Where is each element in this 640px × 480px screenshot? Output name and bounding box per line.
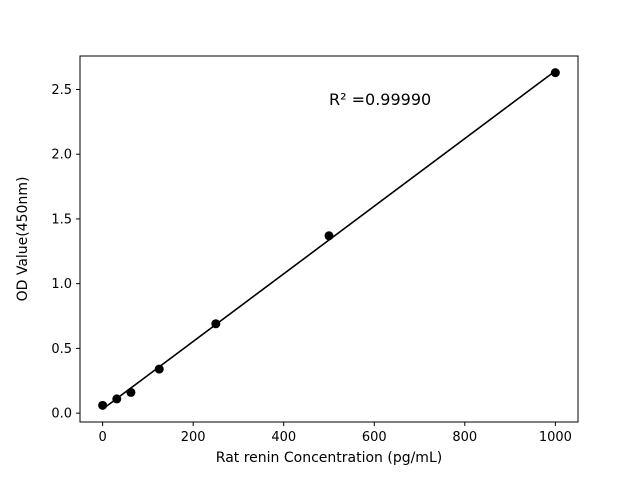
y-tick-label: 2.5 (51, 83, 72, 98)
data-point (98, 400, 108, 410)
x-tick-label: 600 (362, 430, 387, 445)
y-tick-label: 0.5 (51, 342, 72, 357)
r-squared-annotation: R² =0.99990 (329, 90, 431, 109)
y-tick-label: 2.0 (51, 148, 72, 163)
data-point (154, 364, 164, 374)
data-point (550, 68, 560, 78)
x-tick-label: 1000 (539, 430, 572, 445)
x-tick-label: 0 (98, 430, 106, 445)
data-point (211, 319, 221, 329)
x-tick-label: 800 (452, 430, 477, 445)
x-tick-label: 400 (271, 430, 296, 445)
x-tick-label: 200 (181, 430, 206, 445)
y-tick-label: 1.5 (51, 212, 72, 227)
y-axis-label: OD Value(450nm) (15, 177, 31, 302)
plot-border (79, 55, 579, 423)
data-point (112, 394, 122, 404)
x-axis-label: Rat renin Concentration (pg/mL) (216, 450, 442, 466)
data-point (324, 231, 334, 241)
y-tick-label: 0.0 (51, 407, 72, 422)
y-tick-label: 1.0 (51, 277, 72, 292)
plot-area: 0 200 400 600 800 1000 0.0 0.5 1.0 1.5 2.0 2.5 (51, 55, 579, 445)
data-point (126, 387, 136, 397)
